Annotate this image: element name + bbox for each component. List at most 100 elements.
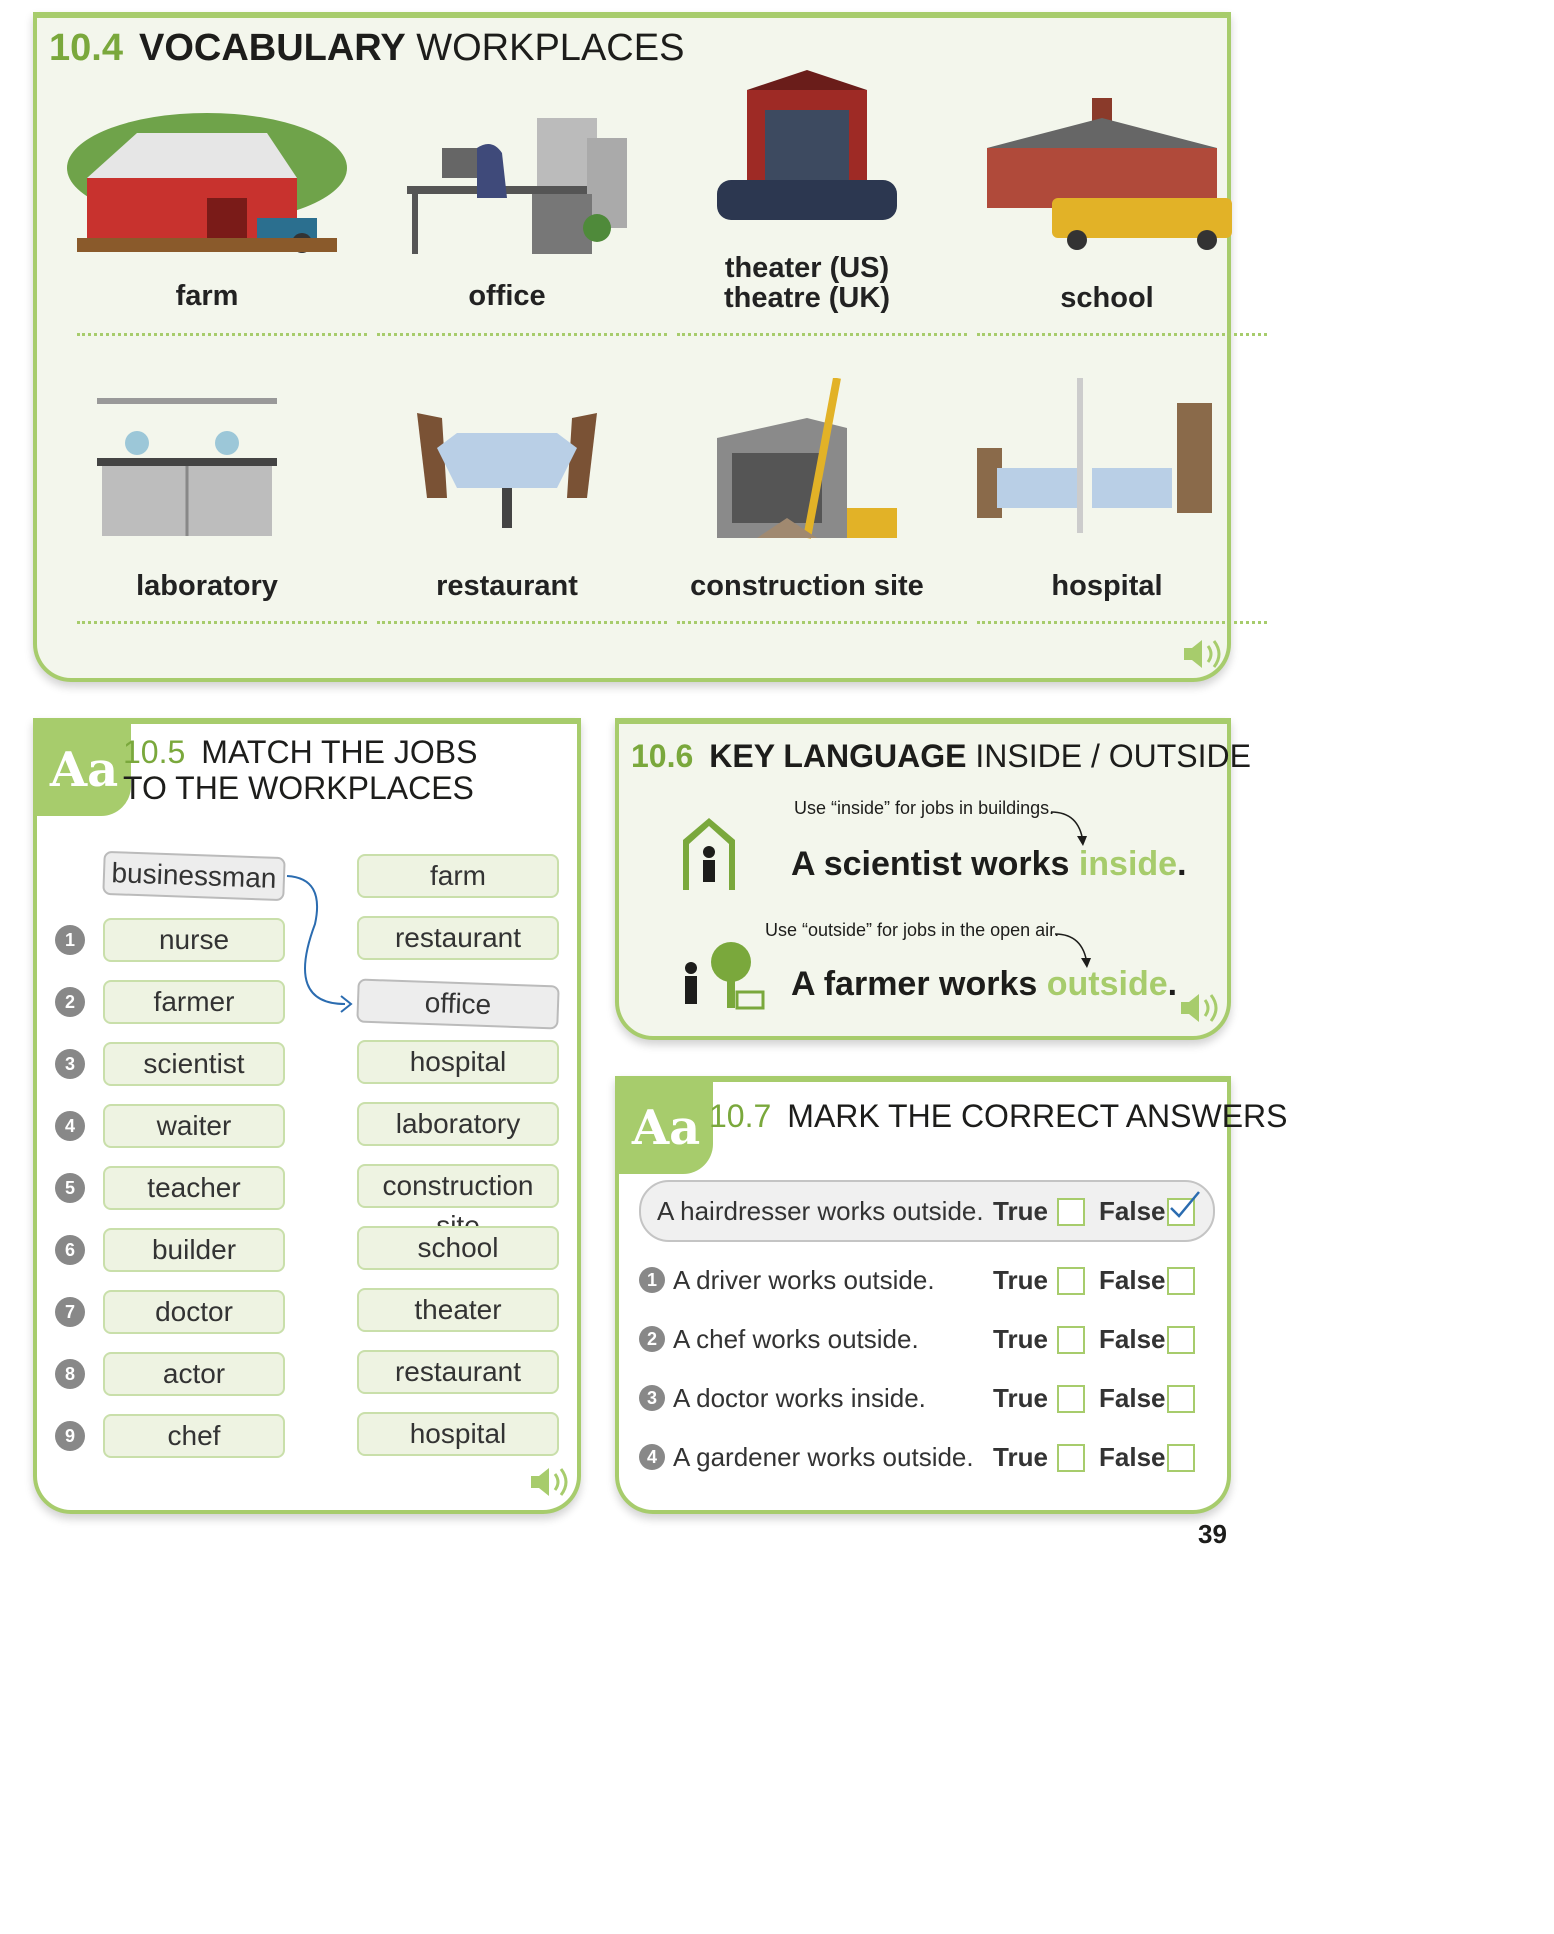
outside-note: Use “outside” for jobs in the open air.	[765, 920, 1060, 940]
vocab-item-office: office	[337, 108, 677, 438]
false-label: False	[1099, 1442, 1166, 1472]
answer-line	[77, 621, 367, 624]
answer-line	[977, 333, 1267, 336]
highlight-inside: inside	[1078, 845, 1178, 883]
page-number: 39	[1198, 1519, 1227, 1549]
workplace-box[interactable]: school	[357, 1226, 559, 1270]
workplace-box[interactable]: laboratory	[357, 1102, 559, 1146]
true-label: True	[993, 1196, 1048, 1226]
statement-row: 1 A driver works outside. True False	[639, 1260, 1215, 1304]
item-number: 2	[639, 1326, 665, 1352]
title-line2: TO THE WORKPLACES	[123, 770, 474, 806]
statement-text: A doctor works inside.	[673, 1383, 926, 1413]
vocab-item-school: school	[937, 98, 1277, 428]
outside-sentence: A farmer works outside.	[791, 962, 1177, 1006]
vocab-item-farm: farm	[37, 108, 377, 438]
title-text: MARK THE CORRECT ANSWERS	[787, 1098, 1288, 1134]
title-rest: WORKPLACES	[416, 27, 685, 69]
vocab-label: laboratory	[136, 570, 278, 602]
false-label: False	[1099, 1324, 1166, 1354]
job-box[interactable]: waiter	[103, 1104, 285, 1148]
true-checkbox[interactable]	[1057, 1267, 1085, 1295]
false-checkbox[interactable]	[1167, 1326, 1195, 1354]
workplace-box[interactable]: restaurant	[357, 916, 559, 960]
answer-line	[677, 333, 967, 336]
answer-line	[377, 621, 667, 624]
item-number: 3	[639, 1385, 665, 1411]
mark-answers-panel: Aa 10.7 MARK THE CORRECT ANSWERS A hairdr…	[615, 1076, 1288, 1514]
example-statement: A hairdresser works outside.	[657, 1196, 984, 1226]
match-panel: Aa 10.5 MATCH THE JOBS TO THE WORKPLACES …	[33, 718, 581, 1514]
false-checkbox[interactable]	[1167, 1385, 1195, 1413]
vocab-item-construction-site: construction site	[637, 378, 977, 708]
section-number: 10.6	[631, 738, 694, 774]
item-number: 4	[639, 1444, 665, 1470]
answer-line	[377, 333, 667, 336]
sentence-start: A farmer works	[791, 965, 1047, 1003]
workplace-box[interactable]: hospital	[357, 1412, 559, 1456]
item-number: 1	[639, 1267, 665, 1293]
true-label: True	[993, 1265, 1048, 1295]
title-bold: KEY LANGUAGE	[709, 738, 967, 774]
audio-speaker-icon[interactable]	[529, 1464, 573, 1500]
aa-badge: Aa	[619, 1082, 713, 1174]
job-box[interactable]: scientist	[103, 1042, 285, 1086]
job-box[interactable]: nurse	[103, 918, 285, 962]
school-illustration	[987, 98, 1232, 250]
example-job-box: businessman	[102, 850, 286, 902]
statement-text: A gardener works outside.	[673, 1442, 974, 1472]
sentence-start: A scientist works	[791, 845, 1079, 883]
vocab-label: theater (US)	[724, 252, 890, 284]
sentence-end: .	[1177, 845, 1187, 883]
aa-badge: Aa	[37, 724, 131, 816]
example-row: A hairdresser works outside. True False	[639, 1180, 1215, 1242]
match-title: 10.5 MATCH THE JOBS TO THE WORKPLACES	[123, 734, 477, 806]
false-checkbox[interactable]	[1167, 1444, 1195, 1472]
key-language-title: 10.6 KEY LANGUAGE INSIDE / OUTSIDE	[631, 734, 1251, 778]
vocab-label-uk: theatre (UK)	[724, 282, 890, 314]
workplace-box[interactable]: farm	[357, 854, 559, 898]
workplace-box[interactable]: theater	[357, 1288, 559, 1332]
true-label: True	[993, 1442, 1048, 1472]
section-number: 10.7	[709, 1098, 772, 1134]
title-line1: MATCH THE JOBS	[201, 734, 478, 770]
farmer-tree-icon	[685, 942, 765, 1010]
title-bold: VOCABULARY	[138, 27, 406, 69]
job-box[interactable]: farmer	[103, 980, 285, 1024]
job-box[interactable]: actor	[103, 1352, 285, 1396]
item-number: 9	[55, 1421, 85, 1451]
true-label: True	[993, 1324, 1048, 1354]
workplace-box[interactable]: construction site	[357, 1164, 559, 1241]
true-checkbox[interactable]	[1057, 1444, 1085, 1472]
outside-note-arrow	[1054, 933, 1091, 968]
section-number: 10.5	[123, 734, 186, 770]
sentence-end: .	[1167, 965, 1178, 1003]
vocab-item-hospital: hospital	[937, 378, 1277, 708]
inside-note-arrow	[1050, 811, 1087, 846]
audio-speaker-icon[interactable]	[1179, 990, 1223, 1026]
true-checkbox[interactable]	[1057, 1385, 1085, 1413]
job-box[interactable]: chef	[103, 1414, 285, 1458]
false-label: False	[1099, 1196, 1166, 1226]
true-checkbox[interactable]	[1057, 1326, 1085, 1354]
false-label: False	[1099, 1383, 1166, 1413]
title-rest: INSIDE / OUTSIDE	[975, 738, 1251, 774]
answer-line	[77, 333, 367, 336]
workplace-box[interactable]: hospital	[357, 1040, 559, 1084]
laboratory-illustration	[97, 398, 277, 536]
statement-row: 4 A gardener works outside. True False	[639, 1437, 1215, 1481]
statement-text: A driver works outside.	[673, 1265, 935, 1295]
item-number: 5	[55, 1173, 85, 1203]
vocab-label: restaurant	[436, 570, 578, 602]
vocab-item-laboratory: laboratory	[37, 378, 377, 708]
workplace-box[interactable]: restaurant	[357, 1350, 559, 1394]
example-workplace-box: office	[356, 978, 560, 1030]
job-box[interactable]: builder	[103, 1228, 285, 1272]
audio-speaker-icon[interactable]	[1182, 636, 1226, 672]
item-number: 8	[55, 1359, 85, 1389]
job-box[interactable]: doctor	[103, 1290, 285, 1334]
job-box[interactable]: teacher	[103, 1166, 285, 1210]
true-checkbox[interactable]	[1057, 1198, 1085, 1226]
section-number: 10.4	[49, 27, 123, 69]
false-checkbox[interactable]	[1167, 1267, 1195, 1295]
